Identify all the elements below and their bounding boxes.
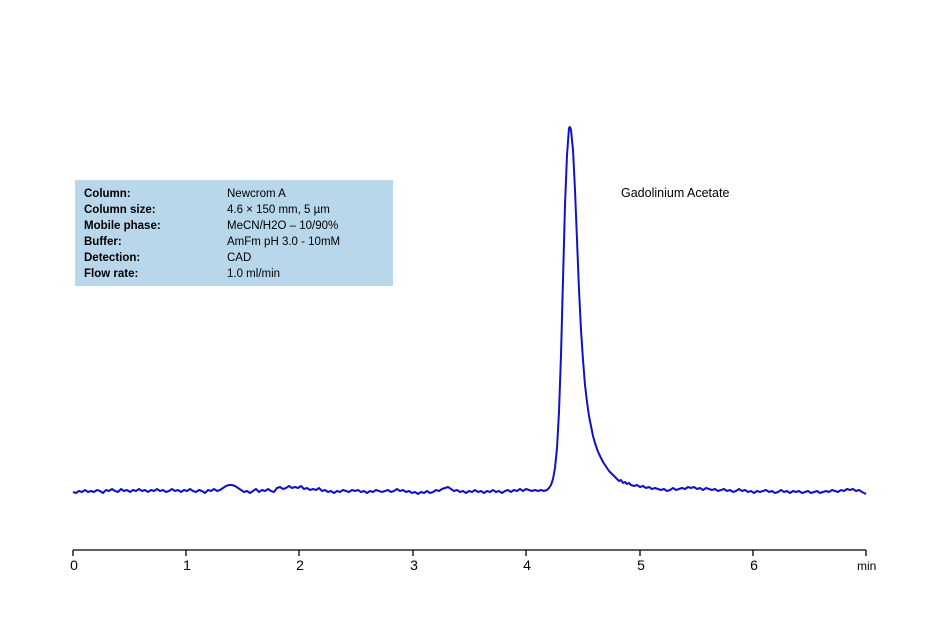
conditions-box: Column: Newcrom A Column size: 4.6 × 150…	[75, 180, 393, 286]
condition-value: CAD	[227, 252, 252, 264]
x-tick-label-1: 1	[183, 557, 191, 573]
condition-value: 1.0 ml/min	[227, 268, 281, 280]
condition-label: Mobile phase:	[84, 220, 161, 232]
chromatogram-trace	[72, 126, 867, 495]
x-tick-label-2: 2	[296, 557, 304, 573]
condition-label: Column:	[84, 188, 131, 200]
condition-label: Buffer:	[84, 236, 122, 248]
condition-label: Column size:	[84, 204, 156, 216]
x-tick-label-5: 5	[637, 557, 645, 573]
condition-label: Detection:	[84, 252, 141, 264]
condition-value: Newcrom A	[227, 188, 286, 200]
condition-value: 4.6 × 150 mm, 5 µm	[227, 204, 330, 216]
x-axis-unit-label: min	[857, 559, 877, 573]
x-tick-label-6: 6	[750, 557, 758, 573]
x-axis-ticks	[72, 550, 867, 556]
condition-label: Flow rate:	[84, 268, 139, 280]
peak-label-gadolinium-acetate: Gadolinium Acetate	[621, 186, 730, 200]
x-tick-label-0: 0	[70, 557, 78, 573]
x-tick-label-3: 3	[410, 557, 418, 573]
condition-value: AmFm pH 3.0 - 10mM	[227, 236, 341, 248]
x-tick-label-4: 4	[523, 557, 531, 573]
condition-value: MeCN/H2O – 10/90%	[227, 220, 339, 232]
